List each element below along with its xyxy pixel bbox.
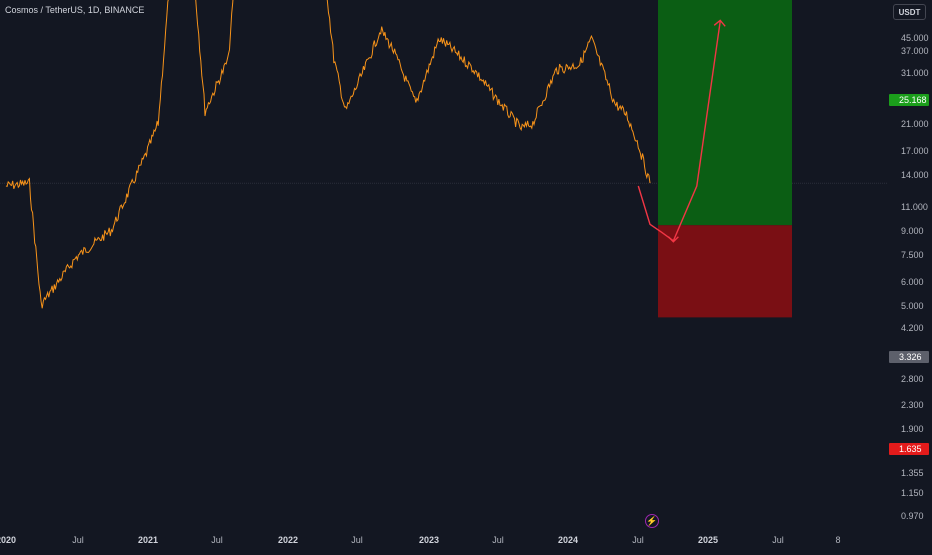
time-tick-label: 2020 [0, 535, 16, 545]
price-chart[interactable] [0, 0, 888, 526]
time-tick-label: Jul [72, 535, 84, 545]
price-tick-label: 45.000 [901, 33, 929, 43]
price-tick-label: 1.900 [901, 424, 924, 434]
price-tick-label: 17.000 [901, 146, 929, 156]
time-tick-label: Jul [772, 535, 784, 545]
arrowhead-down-icon [667, 236, 679, 243]
time-axis[interactable]: 2020 Jul 2021 Jul 2022 Jul 2023 Jul 2024 Jul 2025 J… [0, 526, 888, 550]
price-badge: 3.326 [889, 351, 929, 363]
time-tick-label: 2025 [698, 535, 718, 545]
price-tick-label: 0.970 [901, 511, 924, 521]
arrowhead-up-icon [713, 19, 726, 27]
price-badge-label: 1.635 [899, 444, 922, 454]
price-badge-label: 25.168 [899, 95, 927, 105]
time-tick-label: 2021 [138, 535, 158, 545]
profit-zone[interactable] [658, 0, 792, 226]
currency-button[interactable]: USDT [893, 4, 926, 20]
long-position-tool[interactable] [658, 0, 792, 318]
time-tick-label: Jul [632, 535, 644, 545]
price-tick-label: 2.800 [901, 374, 924, 384]
time-tick-label: 2024 [558, 535, 578, 545]
time-tick-label: 2023 [419, 535, 439, 545]
price-tick-label: 14.000 [901, 170, 929, 180]
time-tick-label: Jul [492, 535, 504, 545]
price-badge: 25.168 [889, 94, 929, 106]
price-badge: 1.635 [889, 443, 929, 455]
price-tick-label: 31.000 [901, 68, 929, 78]
price-tick-label: 2.300 [901, 400, 924, 410]
price-tick-label: 37.000 [901, 46, 929, 56]
time-tick-label: 2022 [278, 535, 298, 545]
price-tick-label: 1.355 [901, 468, 924, 478]
price-badge-label: 3.326 [899, 352, 922, 362]
price-tick-label: 5.000 [901, 301, 924, 311]
price-tick-label: 1.150 [901, 488, 924, 498]
loss-zone[interactable] [658, 225, 792, 318]
price-tick-label: 21.000 [901, 119, 929, 129]
lightning-icon[interactable]: ⚡ [645, 514, 659, 528]
price-tick-label: 9.000 [901, 226, 924, 236]
price-tick-label: 4.200 [901, 323, 924, 333]
price-tick-label: 11.000 [901, 202, 928, 212]
price-tick-label: 6.000 [901, 277, 924, 287]
price-axis[interactable]: 45.000 37.000 31.000 21.000 17.000 14.000 11.0… [888, 0, 932, 550]
chart-title[interactable]: Cosmos / TetherUS, 1D, BINANCE [5, 5, 145, 15]
chart-area[interactable] [0, 0, 888, 526]
time-tick-label: 8 [835, 535, 840, 545]
projection-arrow[interactable] [637, 21, 721, 242]
time-tick-label: Jul [211, 535, 223, 545]
time-tick-label: Jul [351, 535, 363, 545]
price-series-line [5, 0, 651, 309]
price-tick-label: 7.500 [901, 250, 924, 260]
